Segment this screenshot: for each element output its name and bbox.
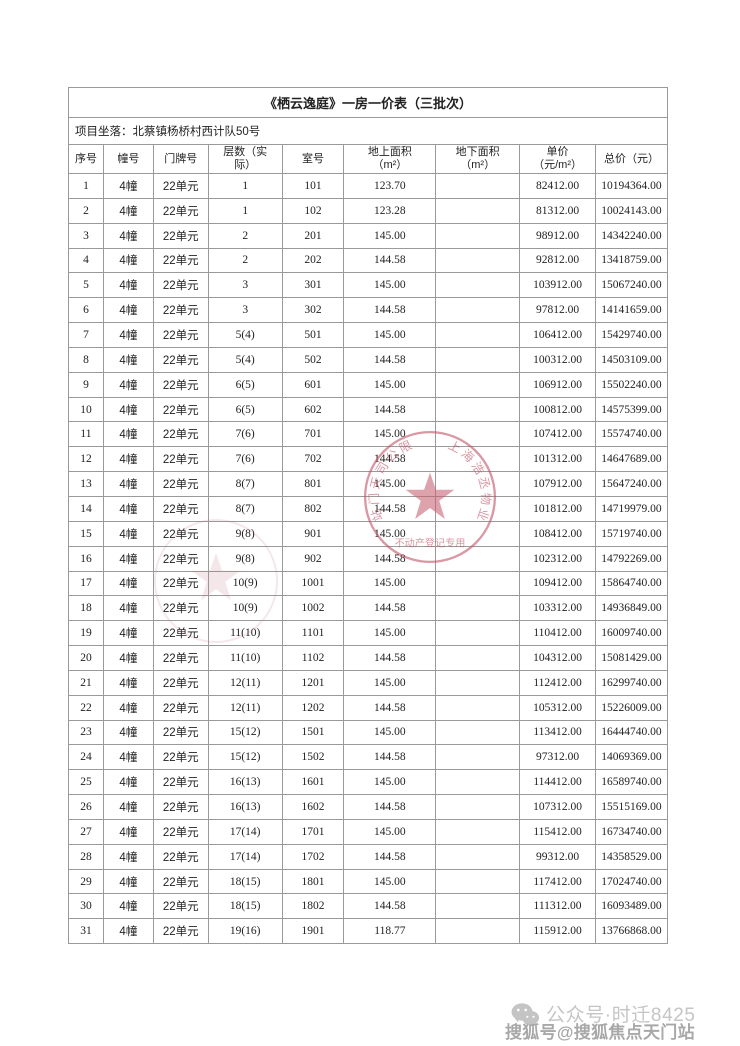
svg-text:物: 物 <box>478 493 492 506</box>
svg-text:门: 门 <box>366 493 381 506</box>
svg-text:业: 业 <box>474 507 491 523</box>
svg-text:不动产登记专用: 不动产登记专用 <box>395 537 466 550</box>
svg-text:丞: 丞 <box>476 475 493 490</box>
svg-text:天: 天 <box>368 475 385 490</box>
svg-text:站: 站 <box>369 507 386 523</box>
